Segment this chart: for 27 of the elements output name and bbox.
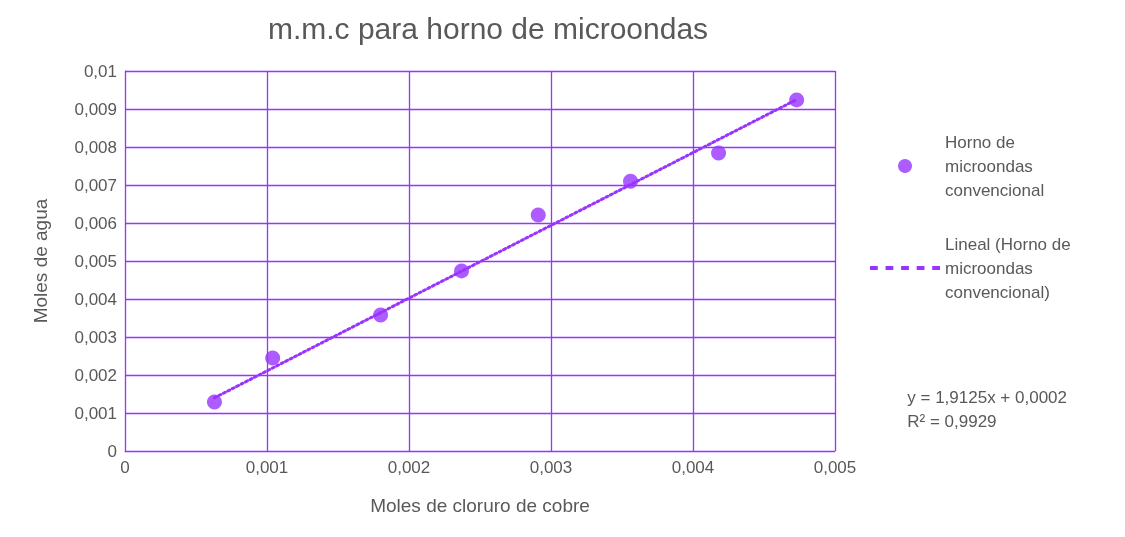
y-tick-label: 0,005 xyxy=(74,251,117,271)
y-axis-title: Moles de agua xyxy=(30,198,51,324)
x-tick-label: 0 xyxy=(120,458,130,477)
y-tick-label: 0 xyxy=(107,441,117,461)
y-tick-label: 0,006 xyxy=(74,213,117,233)
text: y = 1,9125x + 0,0002 xyxy=(907,387,1068,407)
y-tick-label: 0,007 xyxy=(74,175,117,195)
x-axis-title: Moles de cloruro de cobre xyxy=(370,495,590,516)
point xyxy=(711,145,727,161)
text: R² = 0,9929 xyxy=(907,411,997,431)
y-tick-label: 0,002 xyxy=(74,365,117,385)
legend-label: Lineal (Horno de microondas convencional) xyxy=(945,234,1076,302)
x-tick-label: 0,002 xyxy=(387,458,431,477)
y-tick-label: 0,01 xyxy=(83,61,117,81)
y-tick-label: 0,008 xyxy=(74,137,117,157)
x-tick-label: 0,005 xyxy=(813,458,857,477)
y-tick-label: 0,003 xyxy=(74,327,117,347)
chart-title: m.m.c para horno de microondas xyxy=(267,11,709,45)
point xyxy=(530,207,546,223)
y-tick-label: 0,001 xyxy=(74,403,117,423)
legend-label: Horno de microondas convencional xyxy=(945,132,1045,200)
y-tick-label: 0,004 xyxy=(74,289,117,309)
y-tick-label: 0,009 xyxy=(74,99,117,119)
x-tick-label: 0,003 xyxy=(529,458,573,477)
x-tick-label: 0,001 xyxy=(245,458,289,477)
point xyxy=(265,350,281,366)
x-tick-label: 0,004 xyxy=(671,458,715,477)
